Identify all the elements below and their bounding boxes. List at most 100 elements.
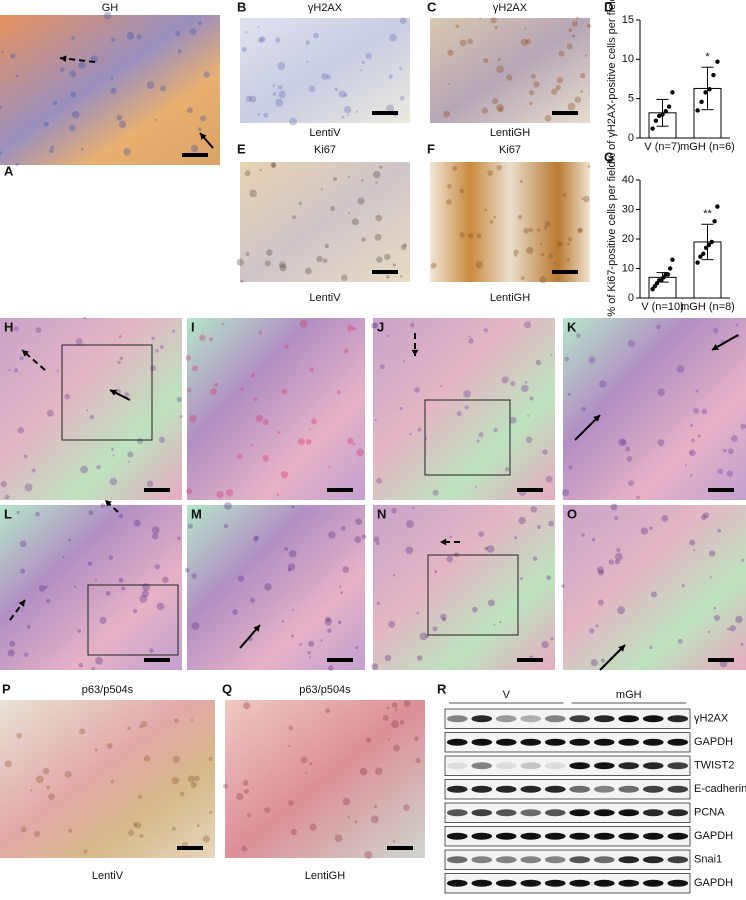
band (667, 879, 689, 887)
texture (597, 599, 604, 606)
texture (459, 232, 465, 238)
texture (440, 613, 447, 621)
band (471, 738, 493, 746)
texture (700, 514, 707, 521)
significance: ** (703, 208, 712, 220)
texture (532, 556, 538, 561)
texture (322, 258, 328, 264)
texture (610, 503, 618, 511)
texture (588, 356, 596, 364)
micrograph (225, 700, 425, 858)
data-point (695, 260, 700, 265)
band (495, 715, 517, 723)
texture (528, 227, 534, 233)
texture (258, 330, 263, 335)
texture (118, 120, 127, 129)
band (495, 738, 517, 746)
texture (374, 418, 377, 421)
texture (200, 115, 207, 122)
micrograph (430, 162, 590, 282)
blot-strip (444, 873, 691, 894)
texture (730, 435, 738, 442)
texture (223, 523, 228, 529)
texture (493, 215, 496, 219)
data-point (666, 104, 672, 109)
texture (309, 367, 315, 372)
texture (340, 591, 344, 595)
texture (7, 649, 15, 657)
texture (464, 405, 469, 410)
scale-bar (517, 488, 543, 492)
band (593, 715, 615, 723)
texture (591, 538, 596, 542)
texture (124, 392, 130, 398)
band (495, 762, 517, 770)
texture (243, 702, 251, 710)
texture (199, 334, 206, 341)
panel-title: p63/p504s (299, 684, 351, 696)
arrow-head (22, 350, 29, 357)
texture (386, 104, 395, 113)
texture (128, 830, 134, 836)
texture (338, 90, 346, 98)
texture (599, 380, 607, 388)
texture (277, 84, 283, 90)
texture (386, 274, 390, 279)
texture (172, 329, 176, 333)
texture (499, 620, 502, 624)
scale-bar (708, 658, 734, 662)
texture (236, 258, 244, 266)
texture (548, 520, 555, 527)
texture (417, 427, 422, 432)
arrow-head (618, 645, 625, 652)
texture (106, 742, 113, 749)
texture (112, 454, 115, 457)
texture (151, 336, 155, 341)
texture (308, 85, 316, 93)
texture (360, 179, 364, 182)
texture (281, 388, 288, 395)
texture (432, 626, 438, 632)
texture (581, 533, 585, 537)
texture (110, 87, 117, 94)
texture (179, 791, 185, 797)
scale-bar (372, 270, 398, 274)
texture (562, 192, 567, 197)
texture (376, 256, 383, 263)
texture (35, 775, 44, 784)
texture (221, 322, 225, 326)
texture (143, 755, 151, 762)
texture (551, 88, 558, 95)
texture (529, 90, 535, 96)
texture (600, 658, 606, 663)
band (520, 879, 542, 887)
blot-row-label: GAPDH (694, 830, 733, 842)
texture (4, 760, 12, 768)
texture (486, 545, 495, 553)
band (618, 785, 640, 793)
y-axis-label: % of γH2AX-positive cells per field (606, 0, 618, 163)
texture (533, 81, 540, 88)
texture (717, 528, 722, 533)
texture (134, 821, 142, 829)
band (642, 809, 664, 817)
texture (292, 215, 296, 220)
texture (391, 720, 400, 729)
texture (553, 261, 557, 265)
texture (288, 725, 294, 731)
texture (236, 792, 244, 801)
texture (387, 738, 390, 741)
texture (479, 17, 482, 20)
texture (386, 335, 389, 338)
texture (432, 489, 439, 496)
texture (0, 480, 7, 488)
scale-bar (552, 111, 578, 115)
texture (561, 488, 570, 497)
texture (146, 480, 154, 488)
texture (416, 611, 420, 615)
band (569, 879, 591, 887)
texture (223, 783, 229, 789)
texture (306, 60, 309, 63)
band (569, 856, 591, 864)
texture (724, 449, 727, 452)
